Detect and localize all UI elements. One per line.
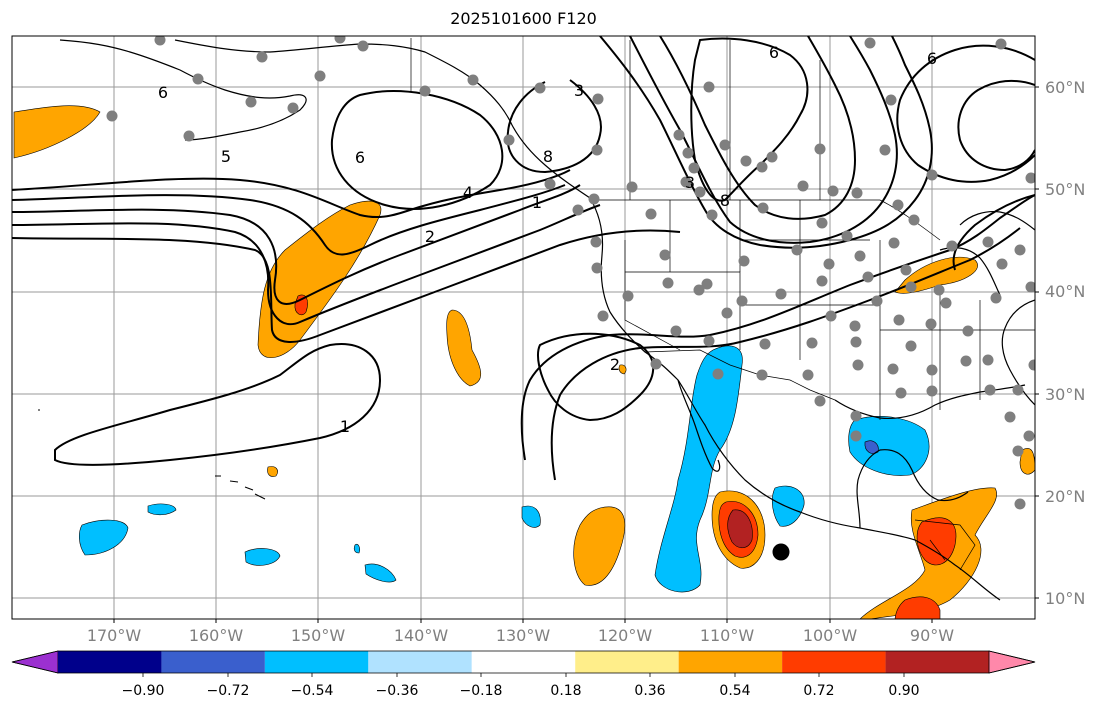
positive-anomaly-area — [894, 596, 941, 619]
colorbar-segment — [58, 651, 162, 673]
tick-marks — [113, 86, 1039, 623]
colorbar-tick-label: 0.36 — [634, 683, 666, 699]
contour-lines — [12, 36, 1035, 481]
longitude-label: 140°W — [393, 626, 449, 645]
positive-anomaly-area — [13, 105, 101, 159]
contour-line — [330, 90, 504, 210]
negative-anomaly-area — [848, 416, 930, 476]
latitude-label: 50°N — [1045, 180, 1086, 199]
contour-line — [506, 79, 602, 174]
coastlines — [59, 39, 1035, 601]
contour-line — [659, 36, 857, 220]
contour-line — [952, 194, 1035, 271]
contour-line — [957, 79, 1035, 172]
contour-label: 6 — [158, 83, 168, 102]
latitude-label: 10°N — [1045, 589, 1086, 608]
latitude-label: 20°N — [1045, 487, 1086, 506]
negative-anomaly-area — [654, 345, 743, 593]
colorbar-segment — [678, 651, 783, 673]
political-borders — [410, 38, 1035, 571]
contour-label: 4 — [463, 183, 473, 202]
latitude-label: 30°N — [1045, 385, 1086, 404]
colorbar-tick-label: −0.54 — [290, 683, 334, 699]
negative-anomaly-area — [364, 563, 397, 583]
contour-line — [599, 36, 933, 249]
contour-label-group: 6 6 6 5 4 3 2 1 1 2 3 6 8 8 — [158, 43, 937, 436]
negative-anomaly-area — [147, 503, 177, 516]
contour-label: 6 — [769, 43, 779, 62]
negative-anomaly-area — [771, 485, 805, 527]
map-title: 2025101600 F120 — [450, 9, 597, 28]
colorbar-tick-label: −0.18 — [459, 683, 503, 699]
contour-line — [12, 184, 566, 256]
latitude-label: 60°N — [1045, 78, 1086, 97]
contour-line — [550, 227, 1021, 481]
positive-anomaly-area — [446, 309, 482, 387]
colorbar-extend-high — [988, 650, 1036, 674]
islands — [38, 409, 266, 500]
contour-label: 6 — [355, 148, 365, 167]
contour-line — [537, 332, 655, 422]
negative-anomaly-area — [353, 543, 360, 554]
colorbar-tick-label: 0.54 — [719, 683, 751, 699]
longitude-label: 120°W — [597, 626, 653, 645]
positive-anomaly-area — [257, 200, 382, 359]
contour-label: 3 — [574, 81, 584, 100]
colorbar-tick-label: −0.36 — [375, 683, 419, 699]
colorbar-extend-low — [11, 650, 59, 674]
contour-label: 3 — [685, 173, 695, 192]
contour-line — [54, 343, 382, 466]
longitude-label: 160°W — [188, 626, 244, 645]
positive-anomaly-area — [727, 509, 753, 549]
contour-label: 2 — [425, 227, 435, 246]
latitude-label: 40°N — [1045, 282, 1086, 301]
contour-label: 1 — [532, 193, 542, 212]
negative-anomaly-area — [244, 548, 281, 566]
colorbar-segment — [575, 651, 679, 673]
longitude-label: 170°W — [86, 626, 142, 645]
station-markers — [106, 36, 1035, 510]
longitude-label: 90°W — [909, 626, 955, 645]
colorbar-tick-label: −0.90 — [121, 683, 165, 699]
contour-label: 8 — [720, 191, 730, 210]
longitude-label: 100°W — [802, 626, 858, 645]
contour-label: 2 — [610, 355, 620, 374]
contour-line — [12, 204, 601, 326]
colorbar-outline — [11, 650, 1036, 674]
location-marker — [772, 543, 790, 561]
colorbar-tick-label: −0.72 — [206, 683, 250, 699]
colorbar-tick-label: 0.72 — [803, 683, 835, 699]
negative-anomaly-area — [79, 519, 129, 556]
colorbar-segment — [368, 651, 472, 673]
longitude-label: 110°W — [699, 626, 755, 645]
positive-anomaly-area — [267, 466, 278, 477]
contour-label: 1 — [340, 417, 350, 436]
colorbar — [11, 650, 1036, 677]
positive-anomaly-area — [573, 506, 626, 586]
colorbar-segment — [885, 651, 989, 673]
negative-anomaly-area — [864, 440, 879, 454]
contour-label: 6 — [927, 49, 937, 68]
colorbar-segment — [782, 651, 886, 673]
contour-label: 8 — [543, 147, 553, 166]
colorbar-tick-label: 0.18 — [550, 683, 582, 699]
contour-line — [12, 184, 581, 305]
contour-line — [12, 229, 681, 343]
contour-line — [520, 194, 1035, 461]
positive-anomaly-area — [916, 517, 957, 566]
longitude-label: 150°W — [290, 626, 346, 645]
longitude-label: 130°W — [495, 626, 551, 645]
contour-line — [12, 169, 571, 219]
contour-line — [896, 44, 1035, 183]
contour-line — [690, 37, 809, 202]
shaded-anomalies — [13, 105, 1035, 619]
colorbar-tick-label: 0.90 — [888, 683, 920, 699]
colorbar-segment — [264, 651, 369, 673]
colorbar-segment — [161, 651, 265, 673]
negative-anomaly-area — [521, 505, 541, 528]
positive-anomaly-area — [618, 364, 627, 375]
colorbar-segment — [471, 651, 576, 673]
contour-label: 5 — [221, 147, 231, 166]
